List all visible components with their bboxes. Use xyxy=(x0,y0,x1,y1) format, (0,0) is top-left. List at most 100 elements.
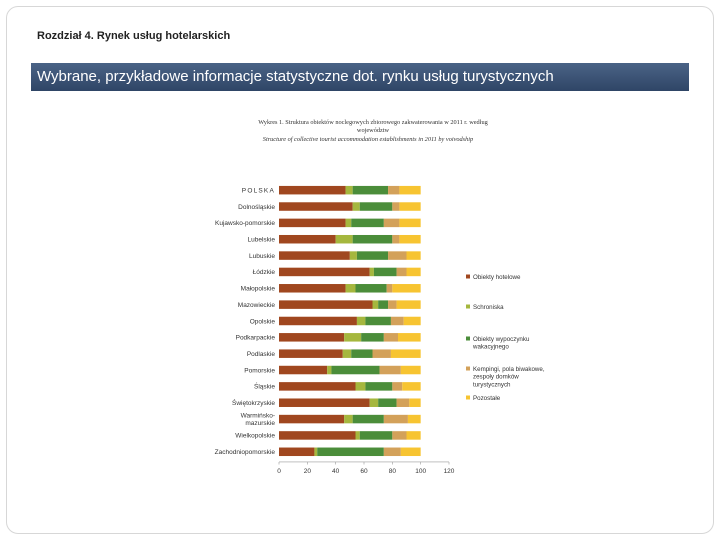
bar-segment xyxy=(279,382,356,391)
bar-segment xyxy=(355,382,366,391)
category-label: Świętokrzyskie xyxy=(232,398,275,407)
bar-segment xyxy=(392,234,400,244)
bar-segment xyxy=(317,447,384,457)
bar-segment xyxy=(279,251,350,260)
bar-segment xyxy=(279,365,328,375)
bar-segment xyxy=(365,316,391,326)
bar-segment xyxy=(355,284,387,293)
category-label: Łódzkie xyxy=(253,269,276,276)
legend-label: Obiekty wypoczynku xyxy=(473,336,530,343)
bar-segment xyxy=(379,365,401,375)
bar-segment xyxy=(351,218,384,228)
category-label: Śląskie xyxy=(254,382,275,391)
x-tick-label: 40 xyxy=(332,468,340,475)
bar-segment xyxy=(392,382,403,391)
bar-segment xyxy=(390,349,421,358)
bar-segment xyxy=(279,185,346,195)
bar-segment xyxy=(407,414,421,424)
bar-segment xyxy=(406,251,421,260)
bar-segment xyxy=(372,349,391,358)
bar-segment xyxy=(279,447,315,457)
bar-segment xyxy=(352,185,389,195)
category-label: Małopolskie xyxy=(241,286,276,293)
bar-segment xyxy=(345,185,353,195)
slide-frame xyxy=(6,6,714,534)
category-label: Opolskie xyxy=(250,318,276,325)
bar-segment xyxy=(386,284,393,293)
legend-swatch xyxy=(466,395,470,400)
bar-segment xyxy=(398,333,421,342)
legend-label: zespoły domków xyxy=(473,374,519,381)
bar-segment xyxy=(345,284,356,293)
category-label: Lubuskie xyxy=(249,253,275,260)
bar-segment xyxy=(335,234,353,244)
category-label: Podlaskie xyxy=(247,351,276,358)
bar-segment xyxy=(279,431,356,440)
bar-segment xyxy=(396,398,410,407)
bar-segment xyxy=(373,267,397,277)
legend-swatch xyxy=(466,304,470,309)
bar-segment xyxy=(390,316,404,326)
bar-segment xyxy=(342,349,352,358)
category-label: Mazowieckie xyxy=(238,302,276,309)
x-tick-label: 120 xyxy=(444,468,455,475)
bar-segment xyxy=(279,202,353,211)
bar-segment xyxy=(392,284,421,293)
legend-swatch xyxy=(466,336,470,341)
legend-label: Kempingi, pola biwakowe, xyxy=(473,366,545,373)
bar-segment xyxy=(378,398,397,407)
x-tick-label: 60 xyxy=(360,468,368,475)
bar-segment xyxy=(392,431,407,440)
legend-label: Obiekty hotelowe xyxy=(473,274,521,281)
bar-segment xyxy=(406,267,421,277)
category-label: Podkarpackie xyxy=(236,335,276,342)
bar-segment xyxy=(356,251,389,260)
legend-swatch xyxy=(466,366,470,371)
bar-segment xyxy=(402,382,421,391)
bar-segment xyxy=(399,218,421,228)
bar-segment xyxy=(396,267,407,277)
bar-segment xyxy=(400,447,421,457)
bar-segment xyxy=(351,349,373,358)
bar-segment xyxy=(327,365,332,375)
bar-segment xyxy=(314,447,318,457)
bar-segment xyxy=(279,284,346,293)
bar-segment xyxy=(400,365,421,375)
bar-segment xyxy=(345,218,352,228)
legend-label: Pozostałe xyxy=(473,395,501,402)
bar-segment xyxy=(344,414,353,424)
legend-label: Schroniska xyxy=(473,304,504,311)
bar-segment xyxy=(279,398,370,407)
bar-segment xyxy=(352,202,360,211)
chart-title-line: województw xyxy=(357,127,390,134)
category-label: Dolnośląskie xyxy=(238,204,275,211)
bar-segment xyxy=(279,333,345,342)
bar-segment xyxy=(355,431,360,440)
bar-segment xyxy=(409,398,421,407)
bar-segment xyxy=(352,234,393,244)
bar-segment xyxy=(406,431,421,440)
bar-segment xyxy=(361,333,384,342)
category-label: Pomorskie xyxy=(244,367,275,374)
bar-segment xyxy=(279,349,343,358)
bar-segment xyxy=(349,251,357,260)
bar-segment xyxy=(372,300,379,309)
bar-segment xyxy=(279,414,345,424)
bar-segment xyxy=(356,316,366,326)
bar-segment xyxy=(403,316,421,326)
bar-segment xyxy=(279,267,370,277)
legend-swatch xyxy=(466,274,470,279)
bar-segment xyxy=(331,365,380,375)
category-label: Warmińsko- xyxy=(241,413,275,420)
bar-segment xyxy=(388,251,407,260)
bar-segment xyxy=(344,333,362,342)
bar-segment xyxy=(279,300,373,309)
chapter-heading: Rozdział 4. Rynek usług hotelarskich xyxy=(37,30,231,42)
bar-segment xyxy=(378,300,389,309)
bar-segment xyxy=(383,218,400,228)
category-label: Zachodniopomorskie xyxy=(215,449,276,456)
bar-segment xyxy=(279,316,357,326)
bar-segment xyxy=(365,382,393,391)
bar-segment xyxy=(399,202,421,211)
